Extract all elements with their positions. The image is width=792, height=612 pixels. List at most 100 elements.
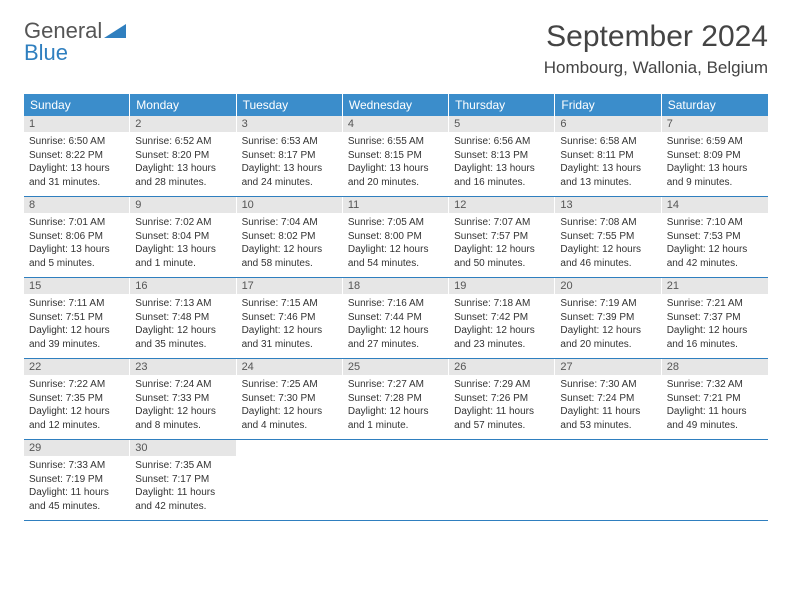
sunrise-line: Sunrise: 7:32 AM	[667, 378, 763, 392]
daylight-line: Daylight: 13 hours and 28 minutes.	[135, 162, 231, 189]
day-content: Sunrise: 7:27 AMSunset: 7:28 PMDaylight:…	[343, 375, 449, 438]
day-content: Sunrise: 7:13 AMSunset: 7:48 PMDaylight:…	[130, 294, 236, 357]
day-number: 8	[24, 197, 130, 213]
daylight-line: Daylight: 12 hours and 54 minutes.	[348, 243, 444, 270]
logo-triangle-icon	[104, 24, 126, 38]
month-title: September 2024	[544, 20, 768, 54]
day-cell: 9Sunrise: 7:02 AMSunset: 8:04 PMDaylight…	[130, 197, 236, 277]
day-number: 3	[237, 116, 343, 132]
day-content: Sunrise: 7:11 AMSunset: 7:51 PMDaylight:…	[24, 294, 130, 357]
day-number: 1	[24, 116, 130, 132]
day-number: 30	[130, 440, 236, 456]
sunrise-line: Sunrise: 6:53 AM	[242, 135, 338, 149]
daylight-line: Daylight: 12 hours and 12 minutes.	[29, 405, 125, 432]
sunset-line: Sunset: 7:28 PM	[348, 392, 444, 406]
sunrise-line: Sunrise: 7:11 AM	[29, 297, 125, 311]
day-content: Sunrise: 7:10 AMSunset: 7:53 PMDaylight:…	[662, 213, 768, 276]
day-cell: 11Sunrise: 7:05 AMSunset: 8:00 PMDayligh…	[343, 197, 449, 277]
sunset-line: Sunset: 7:19 PM	[29, 473, 125, 487]
sunset-line: Sunset: 7:24 PM	[560, 392, 656, 406]
weekday-header: Friday	[555, 94, 661, 116]
daylight-line: Daylight: 12 hours and 8 minutes.	[135, 405, 231, 432]
day-content: Sunrise: 7:07 AMSunset: 7:57 PMDaylight:…	[449, 213, 555, 276]
sunrise-line: Sunrise: 7:19 AM	[560, 297, 656, 311]
sunrise-line: Sunrise: 7:25 AM	[242, 378, 338, 392]
sunrise-line: Sunrise: 7:08 AM	[560, 216, 656, 230]
sunrise-line: Sunrise: 7:13 AM	[135, 297, 231, 311]
daylight-line: Daylight: 11 hours and 49 minutes.	[667, 405, 763, 432]
week-row: 22Sunrise: 7:22 AMSunset: 7:35 PMDayligh…	[24, 359, 768, 440]
day-cell-empty	[662, 440, 768, 520]
day-cell: 14Sunrise: 7:10 AMSunset: 7:53 PMDayligh…	[662, 197, 768, 277]
day-cell-empty	[555, 440, 661, 520]
sunrise-line: Sunrise: 6:55 AM	[348, 135, 444, 149]
sunrise-line: Sunrise: 7:02 AM	[135, 216, 231, 230]
sunrise-line: Sunrise: 7:21 AM	[667, 297, 763, 311]
day-cell: 28Sunrise: 7:32 AMSunset: 7:21 PMDayligh…	[662, 359, 768, 439]
day-content: Sunrise: 7:01 AMSunset: 8:06 PMDaylight:…	[24, 213, 130, 276]
sunset-line: Sunset: 7:21 PM	[667, 392, 763, 406]
daylight-line: Daylight: 12 hours and 35 minutes.	[135, 324, 231, 351]
week-row: 1Sunrise: 6:50 AMSunset: 8:22 PMDaylight…	[24, 116, 768, 197]
sunset-line: Sunset: 8:13 PM	[454, 149, 550, 163]
sunrise-line: Sunrise: 7:15 AM	[242, 297, 338, 311]
day-number: 19	[449, 278, 555, 294]
sunset-line: Sunset: 8:11 PM	[560, 149, 656, 163]
sunset-line: Sunset: 8:15 PM	[348, 149, 444, 163]
day-cell-empty	[343, 440, 449, 520]
daylight-line: Daylight: 12 hours and 39 minutes.	[29, 324, 125, 351]
sunset-line: Sunset: 7:42 PM	[454, 311, 550, 325]
sunrise-line: Sunrise: 7:07 AM	[454, 216, 550, 230]
day-cell: 13Sunrise: 7:08 AMSunset: 7:55 PMDayligh…	[555, 197, 661, 277]
day-content: Sunrise: 6:50 AMSunset: 8:22 PMDaylight:…	[24, 132, 130, 195]
sunrise-line: Sunrise: 7:10 AM	[667, 216, 763, 230]
sunrise-line: Sunrise: 7:05 AM	[348, 216, 444, 230]
daylight-line: Daylight: 11 hours and 42 minutes.	[135, 486, 231, 513]
day-cell: 27Sunrise: 7:30 AMSunset: 7:24 PMDayligh…	[555, 359, 661, 439]
day-number: 18	[343, 278, 449, 294]
sunrise-line: Sunrise: 7:18 AM	[454, 297, 550, 311]
logo: General Blue	[24, 20, 126, 64]
day-content: Sunrise: 6:59 AMSunset: 8:09 PMDaylight:…	[662, 132, 768, 195]
daylight-line: Daylight: 12 hours and 58 minutes.	[242, 243, 338, 270]
day-number: 5	[449, 116, 555, 132]
day-content: Sunrise: 7:15 AMSunset: 7:46 PMDaylight:…	[237, 294, 343, 357]
day-number: 21	[662, 278, 768, 294]
daylight-line: Daylight: 12 hours and 50 minutes.	[454, 243, 550, 270]
sunset-line: Sunset: 7:57 PM	[454, 230, 550, 244]
day-number: 27	[555, 359, 661, 375]
day-number: 9	[130, 197, 236, 213]
day-cell: 19Sunrise: 7:18 AMSunset: 7:42 PMDayligh…	[449, 278, 555, 358]
sunset-line: Sunset: 7:53 PM	[667, 230, 763, 244]
day-cell: 5 Sunrise: 6:56 AMSunset: 8:13 PMDaylight…	[449, 116, 555, 196]
day-content: Sunrise: 7:25 AMSunset: 7:30 PMDaylight:…	[237, 375, 343, 438]
day-cell: 4Sunrise: 6:55 AMSunset: 8:15 PMDaylight…	[343, 116, 449, 196]
day-number: 2	[130, 116, 236, 132]
day-cell: 30Sunrise: 7:35 AMSunset: 7:17 PMDayligh…	[130, 440, 236, 520]
day-content: Sunrise: 6:58 AMSunset: 8:11 PMDaylight:…	[555, 132, 661, 195]
sunset-line: Sunset: 7:46 PM	[242, 311, 338, 325]
weekday-header-row: SundayMondayTuesdayWednesdayThursdayFrid…	[24, 94, 768, 116]
sunset-line: Sunset: 8:02 PM	[242, 230, 338, 244]
day-cell: 10Sunrise: 7:04 AMSunset: 8:02 PMDayligh…	[237, 197, 343, 277]
sunrise-line: Sunrise: 7:35 AM	[135, 459, 231, 473]
day-content: Sunrise: 7:18 AMSunset: 7:42 PMDaylight:…	[449, 294, 555, 357]
day-content: Sunrise: 6:53 AMSunset: 8:17 PMDaylight:…	[237, 132, 343, 195]
sunset-line: Sunset: 7:48 PM	[135, 311, 231, 325]
day-number: 10	[237, 197, 343, 213]
daylight-line: Daylight: 13 hours and 24 minutes.	[242, 162, 338, 189]
sunrise-line: Sunrise: 6:56 AM	[454, 135, 550, 149]
daylight-line: Daylight: 13 hours and 16 minutes.	[454, 162, 550, 189]
day-number: 11	[343, 197, 449, 213]
day-content: Sunrise: 7:24 AMSunset: 7:33 PMDaylight:…	[130, 375, 236, 438]
day-cell: 6Sunrise: 6:58 AMSunset: 8:11 PMDaylight…	[555, 116, 661, 196]
weekday-header: Saturday	[662, 94, 768, 116]
sunrise-line: Sunrise: 7:22 AM	[29, 378, 125, 392]
sunrise-line: Sunrise: 7:29 AM	[454, 378, 550, 392]
day-cell: 18Sunrise: 7:16 AMSunset: 7:44 PMDayligh…	[343, 278, 449, 358]
sunset-line: Sunset: 8:17 PM	[242, 149, 338, 163]
sunset-line: Sunset: 8:09 PM	[667, 149, 763, 163]
daylight-line: Daylight: 12 hours and 42 minutes.	[667, 243, 763, 270]
daylight-line: Daylight: 12 hours and 27 minutes.	[348, 324, 444, 351]
sunrise-line: Sunrise: 7:01 AM	[29, 216, 125, 230]
